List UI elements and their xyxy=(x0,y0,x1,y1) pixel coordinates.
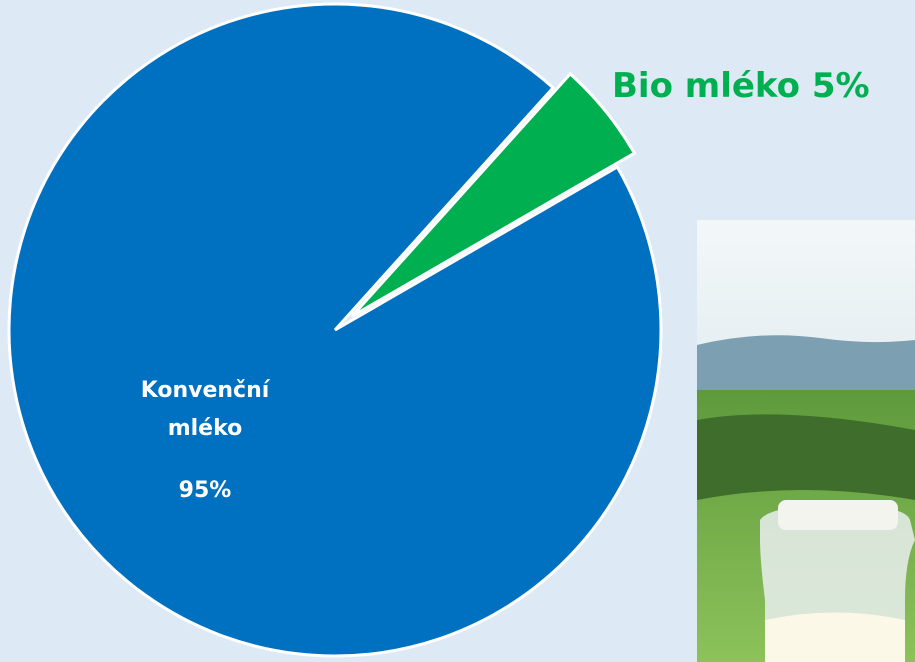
slice-label-text: Bio mléko xyxy=(612,66,800,106)
photo xyxy=(697,220,915,662)
pie xyxy=(7,2,663,658)
slice-label: Konvenční mléko xyxy=(140,378,270,441)
pie-slice xyxy=(350,71,637,318)
slice-value-label: 5% xyxy=(811,66,870,106)
slice-value-label: 95% xyxy=(178,478,232,503)
pie-slice xyxy=(7,2,663,658)
slice-label: Bio mléko 5% xyxy=(612,66,870,106)
